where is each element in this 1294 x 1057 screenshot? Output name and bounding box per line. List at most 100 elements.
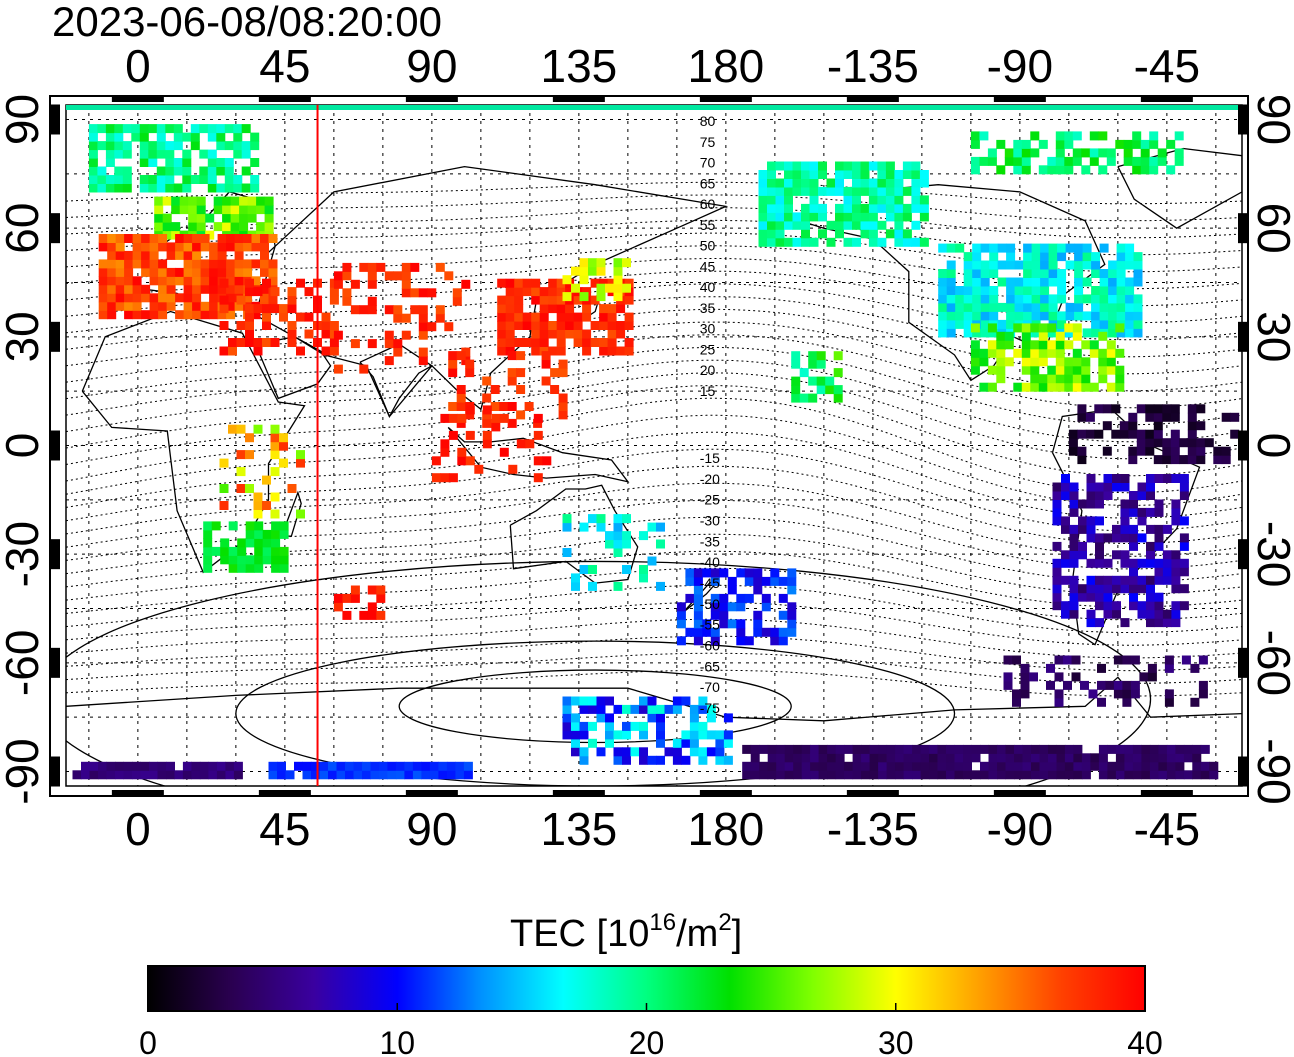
tec-cell bbox=[1047, 340, 1057, 350]
tec-cell bbox=[179, 205, 189, 215]
tec-cell bbox=[1014, 770, 1023, 780]
tec-cell bbox=[1116, 311, 1126, 321]
tec-cell bbox=[1048, 311, 1058, 321]
tec-cell bbox=[938, 328, 948, 338]
tec-cell bbox=[693, 602, 703, 612]
tec-cell bbox=[827, 770, 837, 780]
tec-cell bbox=[727, 576, 737, 586]
tec-cell bbox=[401, 262, 411, 272]
x-axis-bottom-labels: 0 45 90 135 180 -135 -90 -45 bbox=[125, 803, 1200, 855]
tec-cell bbox=[216, 141, 226, 151]
tec-cell bbox=[539, 304, 549, 314]
tec-cell bbox=[182, 761, 192, 771]
tec-cell bbox=[296, 312, 305, 322]
tec-cell bbox=[165, 175, 175, 184]
tec-cell bbox=[192, 259, 202, 269]
map-panel: 8075706560555045403530252015-15-20-25-30… bbox=[49, 95, 1249, 797]
tec-cell bbox=[792, 186, 802, 196]
tec-cell bbox=[98, 310, 108, 320]
tec-cell bbox=[861, 744, 871, 754]
tec-cell bbox=[1136, 446, 1146, 456]
tec-cell bbox=[1004, 357, 1014, 367]
tec-cell bbox=[359, 262, 369, 272]
tec-cell bbox=[192, 301, 202, 311]
tec-cell bbox=[596, 713, 606, 723]
tec-cell bbox=[656, 704, 665, 714]
tec-cell bbox=[579, 730, 589, 740]
tec-cell bbox=[588, 738, 597, 748]
tec-cell bbox=[211, 521, 221, 531]
tec-cell bbox=[1064, 156, 1074, 166]
tec-cell bbox=[245, 321, 254, 330]
tec-cell bbox=[264, 213, 274, 223]
tec-cell bbox=[165, 158, 175, 167]
tec-cell bbox=[698, 730, 708, 740]
tec-cell bbox=[1153, 412, 1163, 422]
tec-cell bbox=[1162, 567, 1172, 577]
tec-cell bbox=[124, 250, 134, 260]
frame-tick bbox=[846, 96, 899, 102]
tec-cell bbox=[230, 213, 240, 223]
tec-cell bbox=[787, 627, 797, 637]
dip-pole-contour bbox=[66, 560, 1152, 786]
tec-cell bbox=[818, 170, 827, 179]
tec-cell bbox=[810, 753, 820, 763]
tec-cell bbox=[107, 276, 117, 286]
tec-cell bbox=[1154, 609, 1164, 619]
tec-cell bbox=[767, 212, 776, 222]
tec-cell bbox=[254, 529, 264, 539]
tec-cell bbox=[801, 178, 810, 188]
tec-cell bbox=[541, 351, 551, 361]
tec-cell bbox=[911, 203, 921, 213]
tec-cell bbox=[166, 761, 175, 771]
tec-cell bbox=[1179, 584, 1189, 594]
tec-cell bbox=[1149, 156, 1159, 166]
tec-cell bbox=[1146, 550, 1155, 560]
tec-cell bbox=[1162, 455, 1172, 465]
tec-cell bbox=[970, 131, 980, 141]
tec-cell bbox=[1081, 340, 1091, 350]
latitude-label-left: -30 bbox=[0, 521, 48, 587]
tec-cell bbox=[784, 161, 793, 171]
tec-cell bbox=[647, 556, 657, 566]
tec-cell bbox=[1073, 744, 1083, 754]
tec-cell bbox=[270, 424, 280, 434]
tec-cell bbox=[868, 203, 878, 213]
tec-cell bbox=[1166, 770, 1176, 780]
tec-cell bbox=[350, 279, 360, 289]
tec-cell bbox=[706, 713, 716, 723]
tec-cell bbox=[183, 259, 193, 269]
tec-cell bbox=[750, 753, 760, 763]
tec-cell bbox=[1146, 575, 1155, 585]
tec-cell bbox=[693, 636, 703, 646]
tec-cell bbox=[482, 439, 492, 449]
tec-cell bbox=[533, 430, 543, 440]
tec-cell bbox=[158, 242, 168, 252]
tec-cell bbox=[1064, 365, 1074, 375]
tec-cell bbox=[115, 761, 124, 771]
tec-cell bbox=[1153, 421, 1163, 431]
tec-cell bbox=[1086, 558, 1096, 568]
tec-cell bbox=[224, 183, 234, 193]
tec-cell bbox=[247, 213, 257, 223]
tec-cell bbox=[1039, 770, 1049, 780]
latitude-label-right: 0 bbox=[1248, 433, 1294, 459]
tec-cell bbox=[1146, 541, 1155, 551]
tec-cell bbox=[681, 738, 691, 748]
tec-cell bbox=[791, 359, 801, 369]
tec-cell bbox=[203, 529, 213, 539]
tec-cell bbox=[775, 229, 785, 239]
tec-cell bbox=[156, 132, 166, 142]
tec-cell bbox=[590, 321, 600, 330]
tec-cell bbox=[505, 304, 515, 314]
tec-cell bbox=[122, 124, 132, 134]
tec-cell bbox=[810, 770, 820, 780]
tec-cell bbox=[868, 229, 878, 239]
tec-cell bbox=[808, 393, 818, 403]
tec-cell bbox=[233, 124, 243, 134]
tec-cell bbox=[287, 329, 297, 339]
tec-cell bbox=[88, 175, 98, 184]
tec-cell bbox=[1072, 156, 1082, 166]
tec-cell bbox=[1192, 770, 1202, 780]
tec-cell bbox=[234, 259, 244, 269]
